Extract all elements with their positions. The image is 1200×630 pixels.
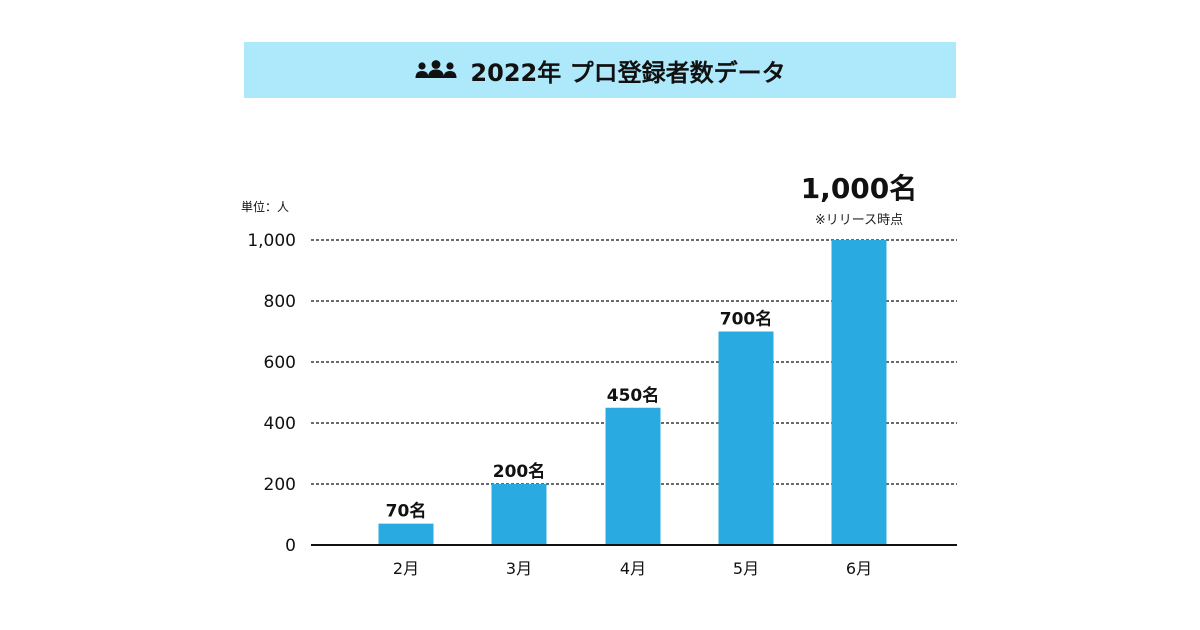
data-labels: 70名 200名 450名 700名 1,000名 [386, 172, 918, 522]
y-tick-label: 0 [285, 536, 296, 556]
y-tick-label: 1,000 [247, 231, 296, 251]
bar [831, 240, 887, 545]
x-category-label: 5月 [733, 559, 759, 578]
bar [718, 331, 774, 545]
chart-title: 2022年 プロ登録者数データ [470, 58, 786, 87]
y-axis-ticks: 0 200 400 600 800 1,000 [247, 231, 296, 556]
x-category-label: 4月 [620, 559, 646, 578]
release-note-label: ※リリース時点 [815, 213, 903, 228]
bar-data-label: 450名 [607, 385, 660, 406]
bar [605, 407, 661, 545]
highlight-data-label: 1,000名 [801, 172, 918, 205]
bar-data-label: 700名 [720, 309, 773, 330]
bar-data-label: 70名 [386, 501, 427, 522]
y-tick-label: 200 [264, 475, 296, 495]
x-category-label: 3月 [506, 559, 532, 578]
bar [491, 484, 547, 545]
x-category-label: 2月 [393, 559, 419, 578]
unit-label: 単位：人 [241, 199, 289, 214]
y-tick-label: 800 [264, 292, 296, 312]
bars [378, 240, 887, 545]
x-axis-categories: 2月 3月 4月 5月 6月 [393, 559, 872, 578]
bar-data-label: 200名 [493, 461, 546, 482]
x-category-label: 6月 [846, 559, 872, 578]
bar [378, 523, 434, 545]
people-group-icon [415, 60, 457, 78]
y-tick-label: 400 [264, 414, 296, 434]
y-tick-label: 600 [264, 353, 296, 373]
title-banner: 2022年 プロ登録者数データ [244, 42, 956, 98]
